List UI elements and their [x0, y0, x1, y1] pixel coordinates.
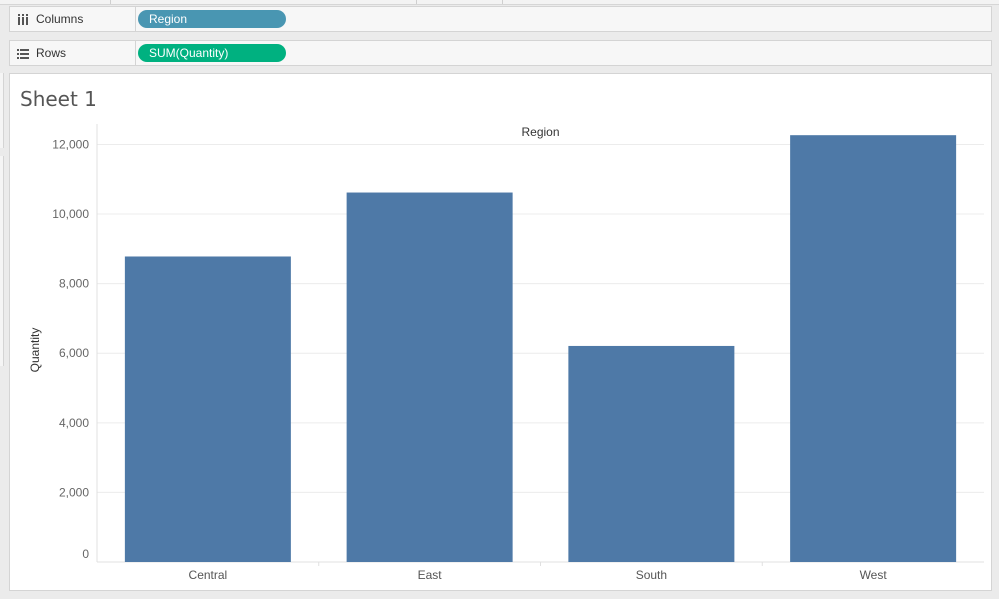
y-axis-title: Quantity [28, 328, 42, 373]
y-tick-label: 4,000 [59, 416, 89, 430]
x-tick-label: South [636, 568, 667, 582]
y-tick-label: 12,000 [52, 137, 89, 151]
rows-shelf[interactable]: Rows SUM(Quantity) [9, 40, 992, 66]
sheet-title: Sheet 1 [20, 87, 97, 111]
strip-divider [110, 0, 111, 4]
region-pill[interactable]: Region [138, 10, 286, 28]
y-tick-label: 2,000 [59, 485, 89, 499]
top-strip [0, 0, 999, 5]
strip-divider [416, 0, 417, 4]
y-tick-label: 10,000 [52, 207, 89, 221]
sheet-view: Sheet 1 0 2,000 4,000 6,000 8,000 10,000 12,00… [9, 73, 992, 591]
columns-shelf[interactable]: Columns Region [9, 6, 992, 32]
strip-divider [502, 0, 503, 4]
bar-east[interactable] [346, 192, 513, 562]
left-panel-edge [0, 156, 4, 366]
x-tick-label: West [860, 568, 888, 582]
y-tick-label: 6,000 [59, 346, 89, 360]
bar-west[interactable] [790, 135, 957, 562]
bar-central[interactable] [124, 256, 291, 562]
x-tick-label: East [418, 568, 443, 582]
left-panel-edge [0, 73, 4, 148]
y-tick-label: 8,000 [59, 277, 89, 291]
columns-icon [17, 13, 29, 25]
x-tick-label: Central [189, 568, 228, 582]
y-tick-label: 0 [82, 547, 89, 561]
bar-south[interactable] [568, 345, 735, 562]
rows-shelf-label: Rows [10, 41, 136, 65]
column-header-label: Region [521, 125, 559, 139]
columns-label: Columns [36, 12, 84, 26]
columns-shelf-label: Columns [10, 7, 136, 31]
rows-label: Rows [36, 46, 67, 60]
sum-quantity-pill[interactable]: SUM(Quantity) [138, 44, 286, 62]
rows-icon [17, 47, 29, 59]
bar-chart: 0 2,000 4,000 6,000 8,000 10,000 12,000 Region Q… [28, 124, 984, 582]
